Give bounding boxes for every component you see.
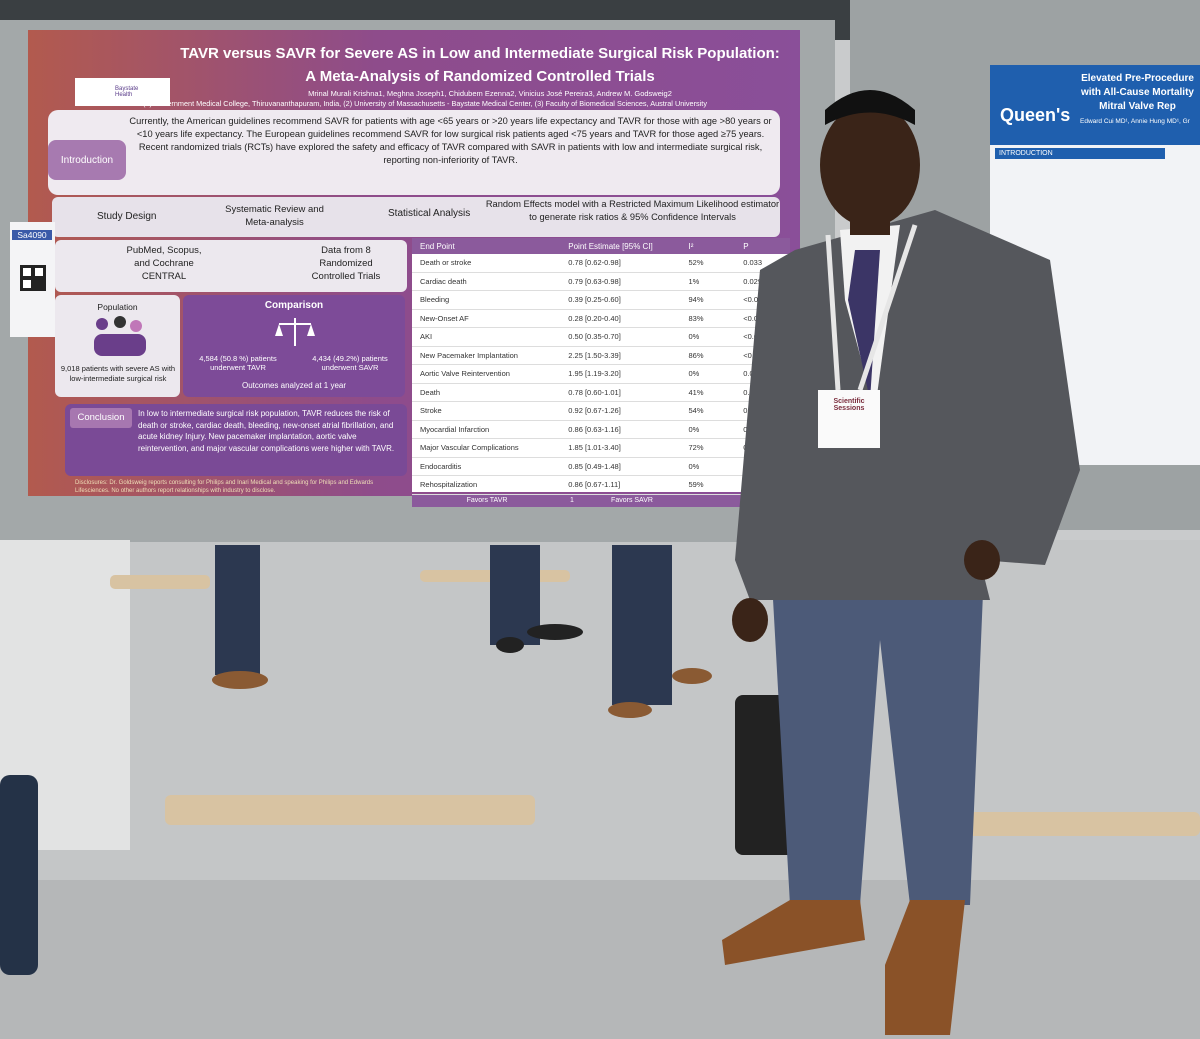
conclusion-text: In low to intermediate surgical risk pop… [138,409,395,453]
forest-cell: 0.78 [0.62-0.98] [568,258,621,268]
favors-right: Favors SAVR [611,497,653,504]
design-row [52,197,780,237]
stats-text: Random Effects model with a Restricted M… [485,199,780,222]
forest-header-cell: Point Estimate [95% CI] [568,241,653,251]
forest-cell: 0.029 [743,276,763,286]
intro-box [48,110,780,195]
forest-cell: 1.85 [1.01-3.40] [568,443,621,453]
sources: PubMed, Scopus, and Cochrane CENTRAL [126,245,202,282]
data-source: Data from 8 Randomized Controlled Trials [311,245,381,282]
comparison-label: Comparison [264,300,324,311]
right-header [990,65,1200,145]
forest-cell: Rehospitalization [420,480,478,490]
savr-count: 4,434 (49.2%) patients underwent SAVR [312,354,388,372]
scale-icon [275,318,315,346]
forest-cell: <0.001 [743,295,767,305]
forest-cell: 0.86 [0.67-1.11] [568,480,621,490]
forest-cell: New-Onset AF [420,313,469,323]
forest-cell: 1% [688,276,700,286]
sources-row [55,240,407,292]
logo: Baystate Health [75,78,170,106]
forest-footer: Favors TAVR 1 Favors SAVR [412,494,790,507]
forest-cell: Bleeding [420,295,450,305]
forest-rows: Death or stroke 0.78 [0.62-0.98] 52% 0.033 C… [412,254,790,495]
forest-row: Death or stroke 0.78 [0.62-0.98] 52% 0.033 [412,254,790,273]
intro-label: Introduction [48,140,126,180]
forest-cell: 0% [688,369,700,379]
disclosures: Disclosures: Dr. Goldsweig reports consu… [75,480,374,494]
forest-cell: 0% [688,332,700,342]
forest-cell: 54% [688,406,704,416]
right-authors: Edward Cui MD¹, Annie Hung MD¹, Gr [1080,118,1190,125]
right-section: INTRODUCTION [995,148,1165,159]
forest-cell: 0.39 [0.25-0.60] [568,295,621,305]
forest-header: End Point Point Estimate [95% CI] I² P [412,238,790,254]
axis-label: 1 [570,497,574,504]
forest-cell: 41% [688,387,704,397]
forest-cell: Myocardial Infarction [420,424,490,434]
forest-cell: 0.50 [0.35-0.70] [568,332,621,342]
people-icon [94,316,146,356]
forest-cell: 0.79 [0.63-0.98] [568,276,621,286]
forest-row: Bleeding 0.39 [0.25-0.60] 94% <0.001 [412,291,790,310]
forest-cell: Cardiac death [420,276,467,286]
forest-cell: 94% [688,295,704,305]
favors-left: Favors TAVR [466,497,508,504]
forest-cell: 52% [688,258,704,268]
forest-header-cell: P [743,241,749,251]
forest-cell: 86% [688,350,704,360]
tavr-count: 4,584 (50.8 %) patients underwent TAVR [199,354,277,372]
forest-cell: 0.92 [0.67-1.26] [568,406,621,416]
forest-cell: 0.86 [0.63-1.16] [568,424,621,434]
forest-cell: Endocarditis [420,461,462,471]
badge: Sa4090 [12,230,52,240]
intro-text: Currently, the American guidelines recom… [129,116,772,165]
right-university: Queen's [1000,105,1071,125]
forest-row: Cardiac death 0.79 [0.63-0.98] 1% 0.029 [412,273,790,291]
population-label: Population [97,302,138,312]
forest-cell: 0.78 [0.60-1.01] [568,387,621,397]
forest-cell: <0.001 [743,313,767,323]
right-title: Elevated Pre-Procedure with All-Cause Mo… [1081,73,1194,112]
forest-cell: 0.28 [0.20-0.40] [568,313,621,323]
forest-cell: 83% [688,313,704,323]
poster-title: TAVR versus SAVR for Severe AS in Low an… [180,45,780,62]
lanyard-badge: Scientific Sessions [833,398,865,412]
forest-cell: 2.25 [1.50-3.39] [568,350,621,360]
forest-cell: 0% [688,424,700,434]
forest-cell: AKI [420,332,433,342]
design-text: Systematic Review and Meta-analysis [225,204,324,228]
forest-cell: 59% [688,480,704,490]
forest-row: New-Onset AF 0.28 [0.20-0.40] 83% <0.001 [412,310,790,328]
poster-subtitle: A Meta-Analysis of Randomized Controlled… [305,68,655,85]
forest-header-cell: End Point [420,241,455,251]
forest-cell: Aortic Valve Reintervention [420,369,510,379]
forest-cell: 0.85 [0.49-1.48] [568,461,621,471]
forest-cell: Death or stroke [420,258,472,268]
design-label: Study Design [97,211,157,222]
forest-cell: Stroke [420,406,442,416]
qr-code [20,265,46,291]
population-text: 9,018 patients with severe AS with low-i… [60,364,176,383]
forest-table: End Point Point Estimate [95% CI] I² P Deat… [412,238,790,507]
forest-cell: 1.95 [1.19-3.20] [568,369,621,379]
authors: Mrinal Murali Krishna1, Meghna Joseph1, … [308,89,672,98]
affiliations: (1) Government Medical College, Thiruvan… [143,99,707,108]
forest-cell: 72% [688,443,704,453]
forest-cell: New Pacemaker Implantation [420,350,518,360]
conclusion-label: Conclusion [70,408,132,428]
forest-header-cell: I² [688,241,694,251]
forest-cell: 0% [688,461,700,471]
stats-label: Statistical Analysis [388,208,471,219]
forest-cell: 0.033 [743,258,763,268]
outcomes: Outcomes analyzed at 1 year [241,381,347,390]
forest-cell: Death [420,387,441,397]
forest-cell: Major Vascular Complications [420,443,519,453]
